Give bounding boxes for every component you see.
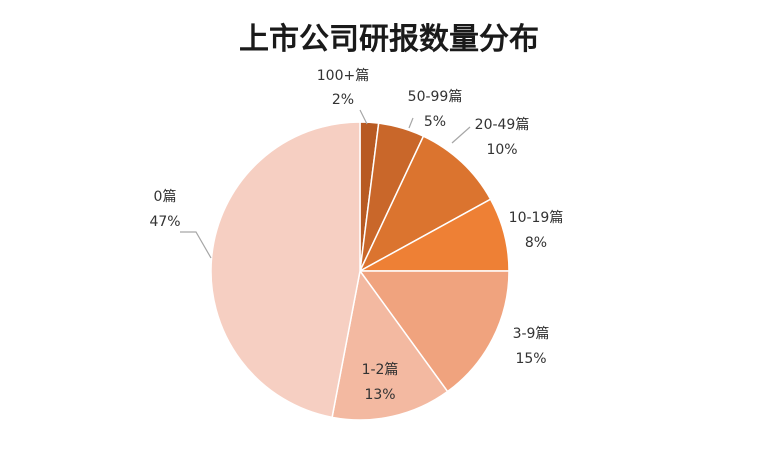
slice-percent-label-1: 5% [424,114,446,130]
slice-category-label-0: 100+篇 [317,68,369,84]
pie-slice-4 [358,270,510,393]
leader-line-1 [408,117,414,129]
leader-line-6 [180,231,212,259]
leader-line-2 [451,126,471,144]
pie-slice-6 [210,121,361,419]
pie-slice-2 [358,135,492,273]
slice-category-label-1: 50-99篇 [408,89,463,105]
slice-category-label-3: 10-19篇 [509,210,564,226]
chart-title: 上市公司研报数量分布 [239,22,539,57]
slice-percent-label-2: 10% [486,142,517,158]
slice-percent-label-5: 13% [364,387,395,403]
slice-category-label-4: 3-9篇 [513,326,550,342]
pie-slice-5 [331,269,449,421]
slice-percent-label-0: 2% [332,92,354,108]
slice-percent-label-4: 15% [515,351,546,367]
slice-category-label-2: 20-49篇 [475,117,530,133]
slice-percent-label-6: 47% [149,214,180,230]
slice-percent-label-3: 8% [525,235,547,251]
leader-line-0 [359,109,368,125]
slice-category-label-5: 1-2篇 [362,362,399,378]
slice-category-label-6: 0篇 [154,189,177,205]
